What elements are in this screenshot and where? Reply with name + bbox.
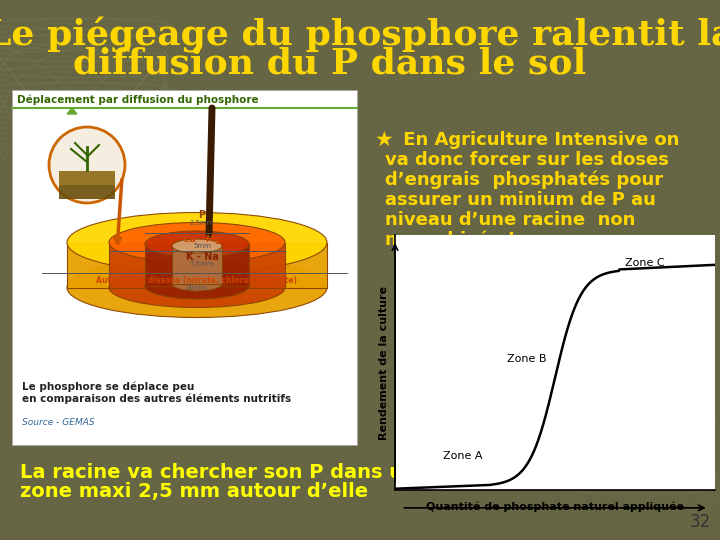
Text: Le phosphore se déplace peu: Le phosphore se déplace peu [22,381,194,392]
Text: Ca - Mg: Ca - Mg [183,234,221,244]
Text: Zone C: Zone C [626,258,665,268]
Text: Autres ions dissous (nitrate, chlorure, sulfate): Autres ions dissous (nitrate, chlorure, … [96,275,297,285]
Text: Source - GEMAS: Source - GEMAS [22,418,94,427]
Circle shape [49,127,125,203]
Text: 32: 32 [689,513,711,531]
Polygon shape [67,108,77,114]
Text: K - Na: K - Na [186,252,218,262]
Ellipse shape [109,267,285,307]
Ellipse shape [67,213,327,273]
Text: niveau d’une racine  non: niveau d’une racine non [385,211,635,229]
Text: 5mm: 5mm [193,243,211,249]
Text: La racine va chercher son P dans une: La racine va chercher son P dans une [20,462,431,482]
Bar [67,242,327,287]
Text: d’engrais  phosphatés pour: d’engrais phosphatés pour [385,171,663,189]
Text: 7.5mm: 7.5mm [189,261,215,267]
Text: Déplacement par diffusion du phosphore: Déplacement par diffusion du phosphore [17,94,258,105]
Text: En Agriculture Intensive on: En Agriculture Intensive on [397,131,680,149]
X-axis label: Quantité de phosphate naturel appliquée: Quantité de phosphate naturel appliquée [426,501,684,511]
Text: Zone B: Zone B [507,354,546,364]
Ellipse shape [172,277,222,291]
Text: en comparaison des autres éléments nutritifs: en comparaison des autres éléments nutri… [22,394,291,404]
Ellipse shape [67,258,327,318]
Ellipse shape [145,273,249,299]
Text: Le piégeage du phosphore ralentit la: Le piégeage du phosphore ralentit la [0,17,720,53]
Ellipse shape [109,222,285,262]
Text: 2.5mm: 2.5mm [190,220,215,226]
Bar [59,171,115,185]
Text: P: P [199,210,206,220]
Bar [109,242,285,287]
Text: assurer un minium de P au: assurer un minium de P au [385,191,656,209]
Text: diffusion du P dans le sol: diffusion du P dans le sol [73,47,587,81]
Bar [172,246,222,284]
Text: ★: ★ [375,130,394,150]
Text: mycorhizée !: mycorhizée ! [385,231,516,249]
Ellipse shape [145,231,249,257]
Bar [12,90,357,445]
Bar [145,244,249,286]
Text: zone maxi 2,5 mm autour d’elle: zone maxi 2,5 mm autour d’elle [20,483,368,502]
Text: 20mm: 20mm [186,285,208,291]
Ellipse shape [172,239,222,253]
Text: Zone A: Zone A [443,451,482,461]
Bar [59,185,115,199]
Text: va donc forcer sur les doses: va donc forcer sur les doses [385,151,669,169]
Y-axis label: Rendement de la culture: Rendement de la culture [379,286,390,440]
